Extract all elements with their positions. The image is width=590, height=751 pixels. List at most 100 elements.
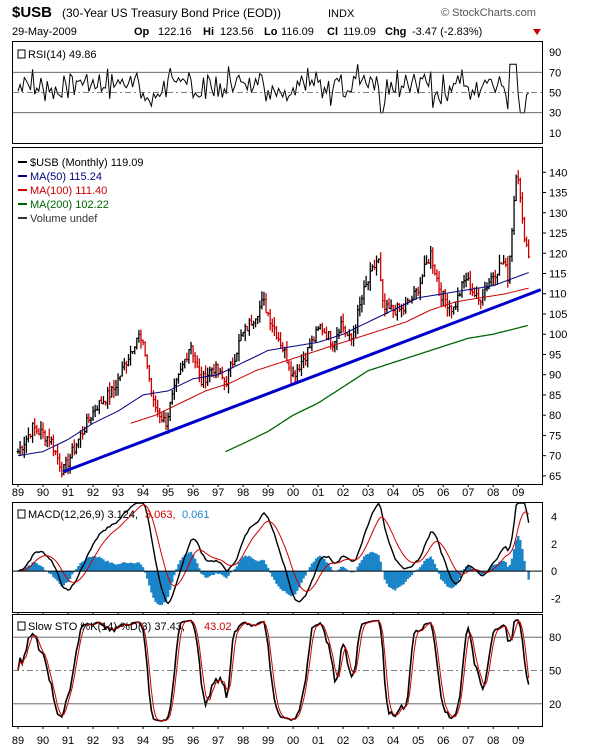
macd-histogram-bar	[33, 562, 36, 572]
x-tick-label: 05	[412, 735, 424, 747]
high-value: 123.56	[220, 26, 254, 38]
macd-histogram-bar	[281, 571, 284, 591]
macd-histogram-bar	[416, 569, 420, 572]
macd-histogram-bar	[206, 571, 209, 578]
x-tick-label: 91	[62, 735, 74, 747]
macd-histogram-bar	[467, 565, 470, 572]
macd-histogram-bar	[362, 556, 366, 572]
macd-histogram-bar	[279, 571, 282, 589]
macd-histogram-bar	[406, 571, 409, 579]
macd-histogram-bar	[254, 560, 257, 572]
macd-histogram-bar	[54, 571, 57, 579]
x-tick-label: 98	[237, 487, 249, 499]
macd-histogram-bar	[483, 571, 487, 573]
macd-histogram-bar	[517, 536, 520, 572]
macd-histogram-bar	[521, 549, 524, 572]
macd-histogram-bar	[389, 571, 393, 589]
macd-histogram-bar	[123, 562, 126, 572]
x-tick-label: 03	[362, 735, 374, 747]
macd-histogram-bar	[425, 558, 428, 572]
sto-icon	[17, 621, 26, 631]
macd-histogram-bar	[479, 571, 482, 576]
macd-histogram-bar	[187, 552, 191, 572]
rsi-icon	[17, 49, 26, 59]
price-tick-label: 130	[549, 208, 567, 220]
macd-histogram-bar	[346, 569, 349, 572]
macd-histogram-bar	[421, 564, 424, 572]
macd-histogram-bar	[229, 571, 232, 573]
macd-histogram-bar	[233, 568, 236, 572]
x-tick-label: 90	[37, 735, 49, 747]
macd-histogram-bar	[514, 539, 518, 572]
macd-histogram-bar	[193, 558, 197, 572]
x-tick-label: 02	[337, 487, 349, 499]
macd-histogram-bar	[323, 559, 326, 572]
macd-histogram-bar	[37, 565, 41, 572]
macd-histogram-bar	[48, 571, 51, 574]
macd-histogram-bar	[196, 563, 199, 572]
macd-histogram-bar	[35, 563, 38, 572]
x-tick-label: 89	[12, 487, 24, 499]
x-tick-label: 95	[162, 487, 174, 499]
price-tick-label: 105	[549, 309, 567, 321]
macd-histogram-bar	[137, 562, 141, 572]
macd-histogram-bar	[396, 571, 399, 589]
macd-signal-line	[17, 504, 530, 592]
macd-histogram-bar	[385, 571, 389, 584]
macd-histogram-bar	[410, 571, 414, 576]
x-tick-label: 92	[87, 487, 99, 499]
axis-layer: 1401351301251201151101051009590858075706…	[12, 47, 567, 747]
macd-line	[17, 502, 530, 605]
macd-histogram-bar	[77, 565, 80, 572]
macd-histogram-bar	[256, 561, 259, 572]
macd-histogram-bar	[96, 557, 99, 572]
rsi-tick-label: 10	[549, 128, 561, 140]
macd-histogram-bar	[158, 571, 161, 605]
x-tick-label: 99	[262, 487, 274, 499]
x-tick-label: 08	[487, 487, 499, 499]
macd-histogram-bar	[221, 571, 224, 576]
sto-tick-label: 20	[549, 699, 561, 711]
x-tick-label: 08	[487, 735, 499, 747]
macd-histogram-bar	[448, 571, 451, 588]
macd-histogram-bar	[408, 571, 412, 578]
macd-histogram-bar	[118, 564, 122, 572]
macd-histogram-bar	[431, 559, 434, 572]
x-tick-label: 01	[312, 735, 324, 747]
macd-histogram-bar	[131, 563, 134, 572]
macd-histogram-bar	[202, 571, 205, 576]
x-tick-label: 89	[12, 735, 24, 747]
macd-histogram-bar	[492, 564, 495, 572]
rsi-tick-label: 30	[549, 108, 561, 120]
price-tick-label: 135	[549, 188, 567, 200]
macd-histogram-bar	[129, 562, 132, 572]
price-tick-label: 70	[549, 451, 561, 463]
x-tick-label: 96	[187, 735, 199, 747]
x-tick-label: 93	[112, 735, 124, 747]
macd-histogram-bar	[358, 563, 362, 572]
macd-histogram-bar	[83, 560, 86, 572]
macd-histogram-bar	[154, 571, 157, 602]
x-tick-label: 98	[237, 735, 249, 747]
macd-histogram-bar	[127, 563, 130, 572]
x-tick-label: 09	[512, 487, 524, 499]
macd-histogram-bar	[369, 552, 372, 572]
macd-histogram-bar	[250, 557, 253, 572]
macd-histogram-bar	[135, 562, 139, 572]
macd-histogram-bar	[452, 571, 455, 588]
open-label: Op	[134, 26, 150, 38]
macd-histogram-bar	[402, 571, 405, 585]
sto-panel	[12, 614, 543, 727]
high-label: Hi	[203, 26, 214, 38]
macd-histogram-bar	[204, 571, 207, 578]
macd-histogram-bar	[404, 571, 407, 582]
macd-histogram-bar	[173, 571, 176, 576]
x-tick-label: 01	[312, 487, 324, 499]
macd-histogram-bar	[366, 554, 370, 572]
macd-histogram-bar	[289, 571, 293, 597]
macd-signal-label: 3.063,	[145, 509, 176, 521]
macd-histogram-bar	[527, 571, 530, 580]
x-tick-label: 00	[287, 487, 299, 499]
macd-histogram-bar	[285, 571, 289, 594]
macd-histogram-bar	[258, 560, 261, 572]
